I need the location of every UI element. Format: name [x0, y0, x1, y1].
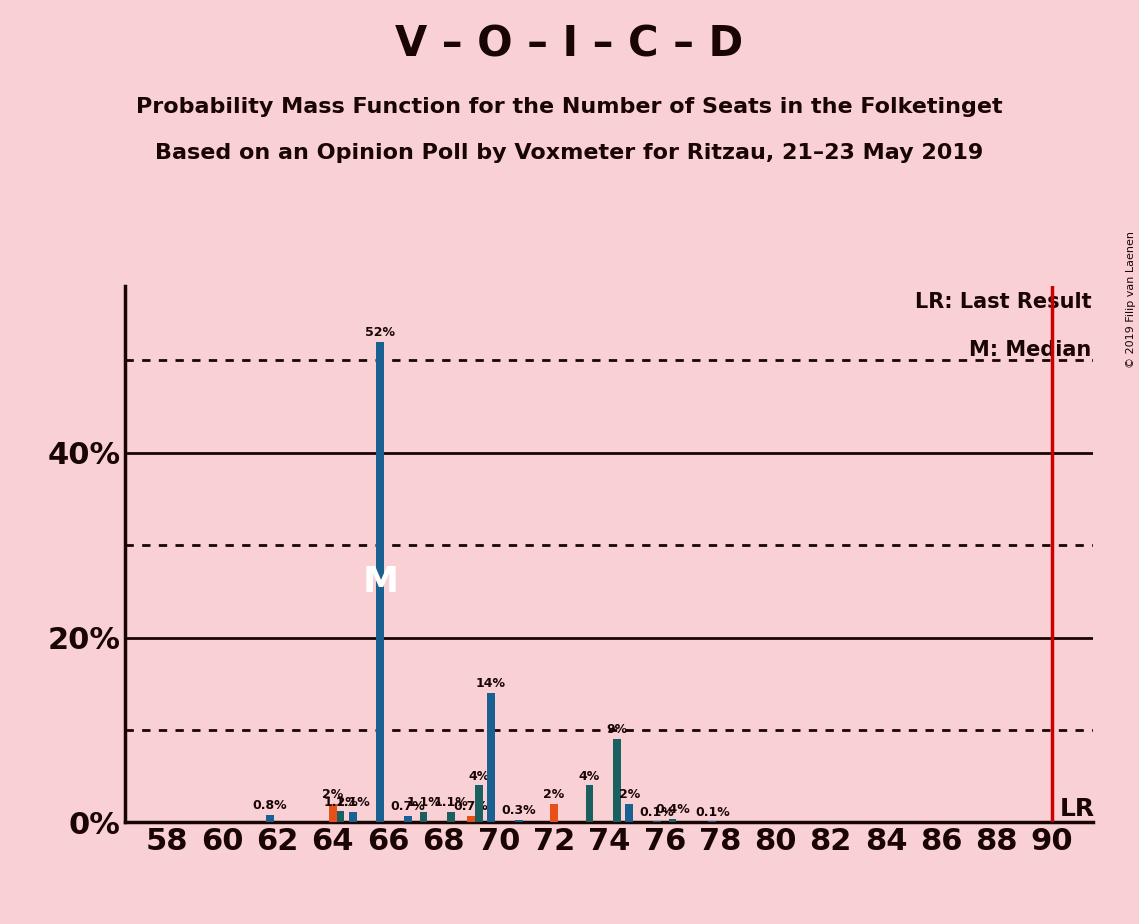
Text: 1.2%: 1.2%	[323, 796, 358, 808]
Bar	[467, 816, 475, 822]
Bar	[653, 821, 661, 822]
Bar	[669, 819, 677, 822]
Text: LR: Last Result: LR: Last Result	[915, 292, 1091, 311]
Text: 52%: 52%	[366, 326, 395, 339]
Text: 0.3%: 0.3%	[501, 804, 536, 817]
Text: V – O – I – C – D: V – O – I – C – D	[395, 23, 744, 65]
Text: Based on an Opinion Poll by Voxmeter for Ritzau, 21–23 May 2019: Based on an Opinion Poll by Voxmeter for…	[155, 143, 984, 164]
Text: © 2019 Filip van Laenen: © 2019 Filip van Laenen	[1126, 231, 1136, 368]
Text: 2%: 2%	[322, 788, 343, 801]
Text: 1.1%: 1.1%	[407, 796, 441, 809]
Text: Probability Mass Function for the Number of Seats in the Folketinget: Probability Mass Function for the Number…	[137, 97, 1002, 117]
Bar	[448, 812, 454, 822]
Bar	[404, 816, 412, 822]
Text: 9%: 9%	[607, 723, 628, 736]
Bar	[550, 804, 558, 822]
Bar	[377, 342, 384, 822]
Bar	[349, 812, 357, 822]
Text: M: Median: M: Median	[969, 340, 1091, 360]
Text: 0.1%: 0.1%	[640, 806, 674, 819]
Bar	[337, 811, 344, 822]
Text: 1.1%: 1.1%	[335, 796, 370, 809]
Text: 0.4%: 0.4%	[655, 803, 690, 816]
Text: 0.7%: 0.7%	[391, 800, 425, 813]
Text: 0.7%: 0.7%	[453, 800, 489, 813]
Bar	[585, 785, 593, 822]
Bar	[475, 785, 483, 822]
Text: 4%: 4%	[579, 770, 600, 783]
Text: LR: LR	[1060, 796, 1096, 821]
Bar	[625, 804, 633, 822]
Text: 2%: 2%	[618, 788, 640, 801]
Text: 0.1%: 0.1%	[695, 806, 730, 819]
Text: M: M	[362, 565, 399, 599]
Bar	[515, 820, 523, 822]
Text: 2%: 2%	[543, 788, 565, 801]
Bar	[265, 815, 273, 822]
Text: 4%: 4%	[468, 770, 490, 783]
Text: 1.1%: 1.1%	[434, 796, 468, 809]
Bar	[708, 821, 716, 822]
Bar	[613, 739, 621, 822]
Bar	[419, 812, 427, 822]
Text: 14%: 14%	[476, 677, 506, 690]
Bar	[487, 693, 494, 822]
Bar	[329, 804, 337, 822]
Text: 0.8%: 0.8%	[253, 799, 287, 812]
